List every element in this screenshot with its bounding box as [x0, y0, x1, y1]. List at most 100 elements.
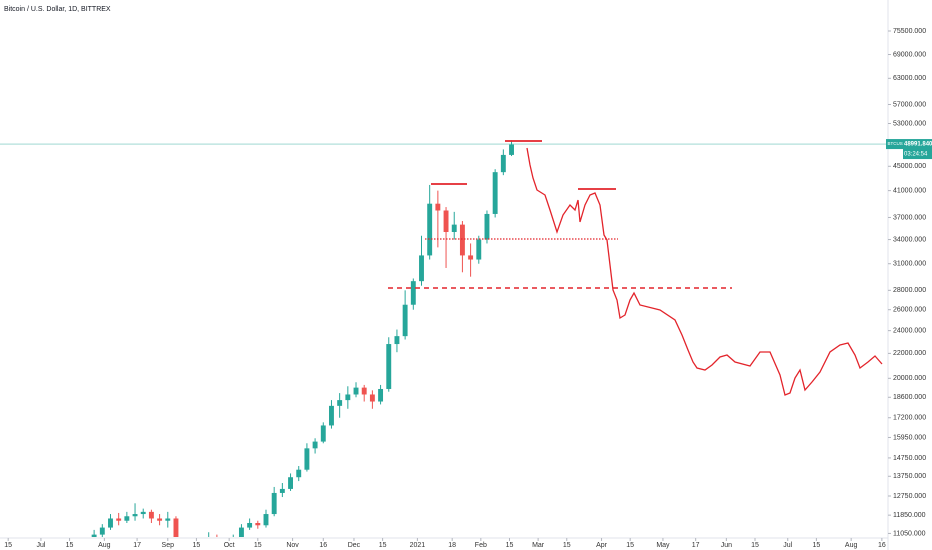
x-tick-label: Mar: [532, 542, 545, 549]
candle-body: [288, 477, 293, 489]
y-tick-label: 24000.000: [893, 327, 926, 334]
y-tick-label: 53000.000: [893, 120, 926, 127]
x-tick-label: 17: [133, 542, 141, 549]
candle-body: [459, 224, 465, 256]
y-tick-label: 45000.000: [893, 163, 926, 170]
x-tick-label: 15: [4, 542, 12, 549]
candle-body: [116, 518, 122, 521]
x-tick-label: 15: [66, 542, 74, 549]
y-tick-label: 14750.000: [893, 455, 926, 462]
candle-body: [132, 514, 138, 517]
x-tick-label: 15: [563, 542, 571, 549]
y-tick-label: 37000.000: [893, 214, 926, 221]
x-tick-label: 16: [878, 542, 886, 549]
x-tick-label: 16: [319, 542, 327, 549]
x-tick-label: 15: [379, 542, 387, 549]
y-tick-label: 12750.000: [893, 493, 926, 500]
candle-body: [91, 534, 97, 537]
x-tick-label: Sep: [162, 542, 175, 549]
x-tick-label: May: [656, 542, 670, 549]
x-tick-label: Feb: [475, 542, 487, 549]
y-tick-label: 57000.000: [893, 101, 926, 108]
marks: [91, 140, 514, 537]
x-tick-label: Jun: [721, 542, 732, 549]
y-tick-label: 17200.000: [893, 415, 926, 422]
x-tick-label: 18: [448, 542, 456, 549]
chart-title: Bitcoin / U.S. Dollar, 1D, BITTREX: [4, 6, 111, 13]
candle-body: [238, 527, 244, 537]
y-tick-label: 31000.000: [893, 261, 926, 268]
candle-body: [386, 344, 392, 389]
projection-path: [526, 147, 883, 396]
y-tick-label: 11850.000: [893, 512, 926, 519]
candle-body: [402, 304, 408, 337]
candle-body: [419, 255, 424, 282]
candle-body: [410, 281, 416, 305]
candle-body: [320, 425, 326, 442]
x-tick-label: 15: [254, 542, 262, 549]
y-tick-label: 13750.000: [893, 473, 926, 480]
candle-body: [263, 514, 269, 526]
candle-body: [173, 518, 179, 537]
x-tick-label: Jul: [36, 542, 45, 549]
candle-body: [304, 448, 310, 470]
x-tick-label: 15: [506, 542, 514, 549]
candle-body: [296, 469, 302, 478]
candle-body: [492, 172, 498, 214]
candle-body: [435, 203, 441, 211]
y-tick-label: 18600.000: [893, 394, 926, 401]
candle-body: [148, 511, 154, 519]
candle-body: [157, 518, 163, 521]
y-tick-label: 26000.000: [893, 307, 926, 314]
y-tick-label: 34000.000: [893, 236, 926, 243]
symbol-tag: BTCUSD: [888, 141, 907, 146]
candle-body: [247, 522, 253, 528]
candle-body: [140, 511, 146, 515]
x-tick-label: Jul: [783, 542, 792, 549]
candle-body: [353, 387, 359, 395]
candle-body: [476, 239, 482, 260]
candle-body: [484, 213, 490, 240]
candle-body: [124, 516, 130, 521]
candle-body: [361, 387, 367, 395]
y-tick-label: 11050.000: [893, 530, 926, 537]
x-tick-label: Aug: [98, 542, 111, 549]
candle-body: [255, 522, 261, 526]
x-tick-label: Nov: [286, 542, 299, 549]
y-tick-label: 20000.000: [893, 375, 926, 382]
x-tick-label: 15: [812, 542, 820, 549]
candle-body: [378, 388, 384, 402]
candle-body: [345, 394, 351, 401]
y-tick-label: 75500.000: [893, 28, 926, 35]
price-tag: 48991.840: [904, 142, 932, 148]
y-tick-label: 63000.000: [893, 75, 926, 82]
x-tick-label: Dec: [348, 542, 361, 549]
x-tick-label: 15: [193, 542, 201, 549]
candle-body: [99, 527, 105, 535]
candle-body: [394, 336, 400, 345]
x-tick-label: Aug: [845, 542, 858, 549]
y-tick-label: 28000.000: [893, 287, 926, 294]
candle-body: [271, 492, 277, 515]
y-tick-label: 69000.000: [893, 51, 926, 58]
symbol-tag-bg: [886, 139, 903, 150]
x-tick-label: Apr: [596, 542, 608, 549]
candle-body: [337, 400, 343, 406]
y-tick-label: 22000.000: [893, 350, 926, 357]
candle-body: [427, 203, 433, 256]
drawings: [388, 140, 883, 396]
candle-body: [108, 518, 113, 528]
candle-body: [451, 224, 457, 232]
candle-body: [509, 144, 514, 155]
x-tick-label: Oct: [224, 542, 235, 549]
y-tick-label: 41000.000: [893, 187, 926, 194]
y-tick-label: 15950.000: [893, 434, 926, 441]
candle-body: [312, 441, 318, 449]
candle-body: [468, 255, 474, 260]
candle-body: [329, 405, 334, 426]
candle-body: [443, 210, 449, 232]
x-tick-label: 15: [626, 542, 634, 549]
